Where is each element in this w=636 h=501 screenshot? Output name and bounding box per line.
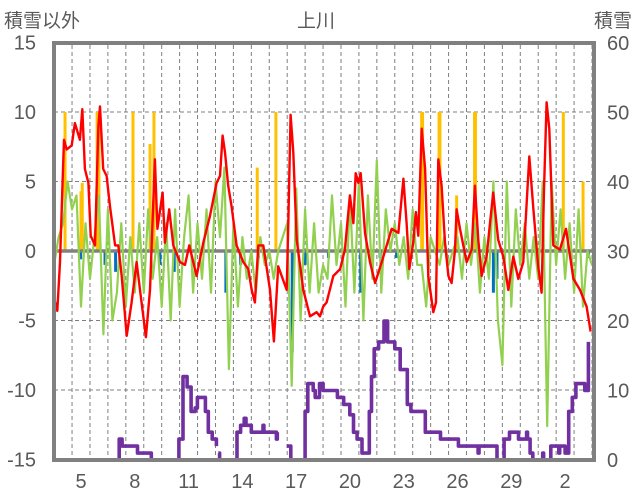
- blue-bar: [103, 251, 107, 265]
- x-tick-label: 2: [560, 471, 571, 493]
- right-tick-label: 60: [607, 33, 629, 55]
- chart-title: 上川: [297, 10, 335, 32]
- left-tick-label: 15: [14, 33, 36, 55]
- yellow-bar: [421, 112, 425, 251]
- x-tick-label: 26: [446, 471, 468, 493]
- x-tick-label: 14: [231, 471, 253, 493]
- blue-bar: [395, 251, 399, 258]
- x-tick-label: 20: [339, 471, 361, 493]
- right-tick-label: 50: [607, 103, 629, 125]
- yellow-bar: [581, 181, 585, 251]
- blue-bar: [290, 251, 294, 353]
- yellow-bar: [473, 112, 477, 251]
- snow-depth-line: [286, 319, 591, 460]
- yellow-bar: [97, 112, 101, 251]
- right-tick-label: 0: [607, 450, 618, 472]
- x-tick-label: 8: [129, 471, 140, 493]
- snow-depth-line: [54, 374, 219, 460]
- blue-bar: [491, 251, 495, 293]
- x-tick-label: 23: [393, 471, 415, 493]
- bar-series: [63, 112, 590, 353]
- left-tick-label: 5: [25, 172, 36, 194]
- green-series-line: [54, 159, 594, 428]
- left-axis-title: 積雪以外: [4, 10, 80, 32]
- left-tick-label: -10: [7, 380, 36, 402]
- x-tick-label: 29: [500, 471, 522, 493]
- yellow-bar: [131, 112, 135, 251]
- snow-depth-line: [217, 416, 280, 460]
- yellow-bar: [63, 112, 67, 251]
- x-tick-label: 17: [285, 471, 307, 493]
- blue-bar: [79, 251, 83, 260]
- left-tick-label: -5: [18, 311, 36, 333]
- red-series-line: [54, 101, 592, 343]
- plot-frame: [52, 41, 596, 462]
- yellow-bar: [561, 112, 565, 251]
- yellow-bar: [148, 143, 152, 251]
- right-tick-label: 40: [607, 172, 629, 194]
- x-tick-label: 11: [178, 471, 199, 493]
- right-tick-label: 20: [607, 311, 629, 333]
- line-series: [54, 101, 594, 460]
- blue-bar: [359, 251, 363, 293]
- blue-bar: [172, 251, 176, 272]
- right-axis-title: 積雪: [594, 10, 632, 32]
- x-tick-label: 5: [75, 471, 86, 493]
- left-tick-label: 0: [25, 241, 36, 263]
- yellow-bar: [80, 182, 84, 251]
- right-tick-label: 10: [607, 381, 629, 403]
- yellow-bar: [274, 112, 278, 251]
- right-tick-label: 30: [607, 242, 629, 264]
- left-tick-label: 10: [14, 102, 36, 124]
- blue-bar: [303, 251, 307, 265]
- yellow-bar: [255, 167, 259, 251]
- left-tick-label: -15: [7, 450, 36, 472]
- blue-bar: [158, 251, 162, 265]
- blue-bar: [114, 251, 118, 272]
